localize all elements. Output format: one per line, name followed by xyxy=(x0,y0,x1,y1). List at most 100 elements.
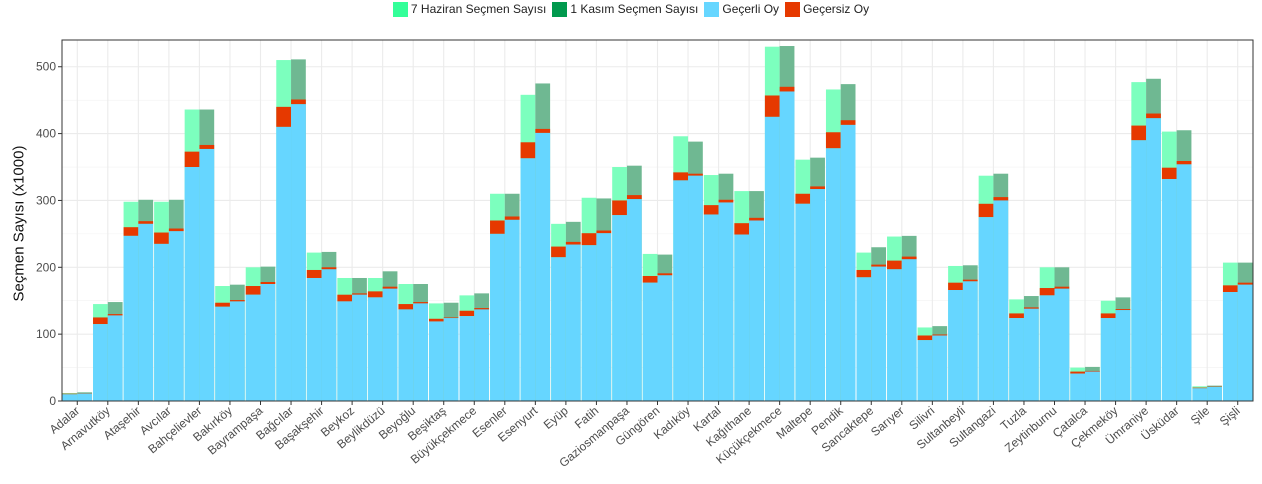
bar-nov-invalid xyxy=(901,256,917,260)
bar-june-invalid xyxy=(62,393,78,395)
bar-nov-invalid xyxy=(1146,113,1161,119)
bar-june-valid xyxy=(1222,292,1238,401)
bar-june-invalid xyxy=(1131,125,1147,141)
y-tick-label: 100 xyxy=(36,327,56,341)
legend-swatch-june xyxy=(392,1,408,17)
bar-june-valid xyxy=(612,215,627,401)
bar-june-invalid xyxy=(337,294,353,302)
bar-june-valid xyxy=(1161,179,1177,401)
bar-nov-valid xyxy=(1054,288,1070,401)
bar-june-valid xyxy=(337,301,353,401)
bar-june-invalid xyxy=(490,220,505,234)
bar-nov-valid xyxy=(260,284,276,401)
bar-nov-valid xyxy=(1146,118,1161,401)
bar-nov-invalid xyxy=(932,334,948,336)
bar-june-invalid xyxy=(887,260,902,270)
bar-nov-valid xyxy=(291,104,306,401)
legend-label-june: 7 Haziran Seçmen Sayısı xyxy=(410,2,547,16)
bar-june-invalid xyxy=(917,335,933,341)
bar-nov-valid xyxy=(840,124,856,401)
x-tick-label: Eyüp xyxy=(541,403,571,432)
bar-june-invalid xyxy=(245,286,261,295)
bar-june-invalid xyxy=(703,205,719,215)
x-tick-label: Şişli xyxy=(1217,404,1243,429)
legend-item-invalid: Geçersiz Oy xyxy=(785,1,870,17)
bar-june-valid xyxy=(673,180,689,401)
bar-june-invalid xyxy=(154,232,169,244)
bar-june-invalid xyxy=(306,269,322,278)
bar-june-valid xyxy=(93,324,108,401)
bar-nov-valid xyxy=(962,281,978,401)
bar-nov-invalid xyxy=(107,314,123,316)
bar-june-valid xyxy=(123,235,139,401)
bar-nov-valid xyxy=(382,288,398,401)
y-tick-label: 500 xyxy=(36,60,56,74)
bar-june-valid xyxy=(825,148,841,401)
bar-nov-invalid xyxy=(1176,161,1192,165)
bar-june-valid xyxy=(795,203,811,401)
bar-june-valid xyxy=(1100,318,1116,401)
bar-nov-valid xyxy=(993,200,1009,401)
bar-june-invalid xyxy=(123,227,139,236)
legend-swatch-valid xyxy=(704,1,720,17)
bar-june-valid xyxy=(581,245,597,401)
bar-nov-invalid xyxy=(352,293,367,295)
bar-nov-invalid xyxy=(1054,286,1070,289)
bar-june-valid xyxy=(703,214,719,401)
legend-label-valid: Geçerli Oy xyxy=(722,2,780,16)
bar-nov-valid xyxy=(932,335,948,401)
bar-nov-invalid xyxy=(840,120,856,125)
bar-nov-valid xyxy=(504,219,520,401)
bar-june-valid xyxy=(154,243,169,401)
bar-nov-valid xyxy=(688,175,703,401)
bar-nov-invalid xyxy=(596,230,612,234)
bar-nov-invalid xyxy=(565,241,581,245)
bar-june-valid xyxy=(276,126,292,401)
bar-june-invalid xyxy=(398,304,414,310)
bar-nov-valid xyxy=(1176,164,1192,401)
bar-nov-valid xyxy=(657,275,673,401)
bar-june-invalid xyxy=(1039,288,1055,296)
bar-nov-valid xyxy=(779,91,795,402)
bar-nov-valid xyxy=(138,223,154,401)
bar-nov-invalid xyxy=(229,300,245,302)
legend: 7 Haziran Seçmen Sayısı 1 Kasım Seçmen S… xyxy=(0,0,1262,18)
x-tick-label: Şile xyxy=(1188,403,1213,427)
bar-nov-valid xyxy=(168,231,184,401)
bar-june-valid xyxy=(917,340,933,401)
bar-nov-valid xyxy=(1207,386,1222,401)
bar-june-valid xyxy=(1039,295,1055,401)
bar-june-valid xyxy=(215,306,230,401)
bar-nov-invalid xyxy=(626,195,642,200)
bar-nov-valid xyxy=(901,259,917,401)
bar-june-invalid xyxy=(581,233,597,246)
legend-swatch-invalid xyxy=(785,1,801,17)
bar-june-invalid xyxy=(1100,313,1116,319)
bar-june-valid xyxy=(948,290,963,401)
bar-nov-invalid xyxy=(504,216,520,220)
bar-nov-invalid xyxy=(657,273,673,276)
bar-june-valid xyxy=(62,394,78,401)
legend-item-nov: 1 Kasım Seçmen Sayısı xyxy=(552,1,698,17)
bar-nov-valid xyxy=(1237,284,1253,401)
bar-june-invalid xyxy=(215,302,230,307)
bar-nov-valid xyxy=(535,132,551,401)
bar-nov-valid xyxy=(107,315,123,401)
bar-june-invalid xyxy=(948,282,963,291)
bar-nov-valid xyxy=(749,220,764,401)
bar-nov-invalid xyxy=(260,282,276,285)
bar-nov-valid xyxy=(565,244,581,401)
bar-nov-valid xyxy=(1023,308,1039,401)
bar-june-invalid xyxy=(856,269,872,278)
bar-nov-invalid xyxy=(1023,307,1039,309)
bar-june-valid xyxy=(1131,140,1147,401)
bar-nov-invalid xyxy=(443,317,459,319)
bar-nov-valid xyxy=(443,318,459,401)
bar-nov-invalid xyxy=(779,86,795,92)
bar-june-valid xyxy=(245,294,261,401)
bar-nov-valid xyxy=(321,269,337,401)
bar-nov-invalid xyxy=(871,264,887,267)
bar-nov-valid xyxy=(626,199,642,401)
legend-label-invalid: Geçersiz Oy xyxy=(803,2,870,16)
